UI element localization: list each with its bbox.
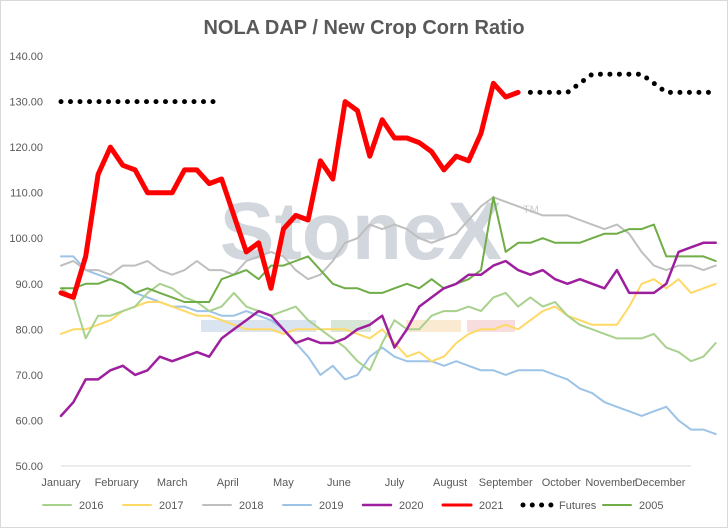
x-tick-label: June (327, 477, 351, 489)
series-line-2017 (60, 278, 717, 363)
axes: 50.00 60.00 70.00 80.00 90.00 100.00 110.00 120… (9, 51, 691, 489)
legend-label: 2019 (319, 500, 343, 512)
x-tick-label: April (217, 477, 239, 489)
legend-label: 2020 (399, 500, 423, 512)
legend-label: 2005 (639, 500, 663, 512)
legend-label: Futures (559, 500, 597, 512)
y-tick-label: 100.00 (9, 233, 43, 245)
x-tick-label: March (157, 477, 188, 489)
y-tick-label: 130.00 (9, 97, 43, 109)
legend-item-futures: Futures (520, 500, 597, 512)
x-tick-label: February (95, 477, 140, 489)
y-tick-label: 140.00 (9, 51, 43, 63)
x-tick-label: January (41, 477, 81, 489)
legend-item-2016: 2016 (42, 500, 103, 512)
y-tick-label: 90.00 (15, 279, 43, 291)
legend-item-2018: 2018 (202, 500, 263, 512)
y-tick-label: 110.00 (10, 188, 43, 200)
y-tick-label: 80.00 (15, 324, 43, 336)
legend-label: 2021 (479, 500, 503, 512)
legend-item-2021: 2021 (441, 500, 503, 512)
legend-item-2017: 2017 (122, 500, 183, 512)
series-line-2005 (60, 196, 717, 303)
watermark-logo: StoneX (220, 186, 502, 277)
y-tick-label: 120.00 (9, 142, 43, 154)
x-tick-label: September (479, 477, 533, 489)
legend: 2016 2017 2018 2019 2020 2021 Futures 2005 (42, 500, 663, 512)
series-line-2020 (59, 241, 717, 418)
x-tick-label: August (433, 477, 467, 489)
legend-label: 2017 (159, 500, 183, 512)
legend-item-2019: 2019 (282, 500, 343, 512)
chart-title: NOLA DAP / New Crop Corn Ratio (203, 17, 524, 39)
y-tick-label: 60.00 (15, 415, 43, 427)
legend-item-2005: 2005 (602, 500, 663, 512)
y-tick-label: 70.00 (15, 370, 43, 382)
x-tick-label: July (385, 477, 405, 489)
series-line-2018 (60, 196, 717, 281)
x-tick-label: October (542, 477, 581, 489)
x-tick-label: December (635, 477, 686, 489)
series-line-futures (527, 71, 719, 95)
legend-label: 2016 (79, 500, 103, 512)
legend-label: 2018 (239, 500, 263, 512)
y-tick-label: 50.00 (15, 461, 43, 473)
plot-area (58, 71, 719, 436)
legend-item-2020: 2020 (361, 500, 423, 512)
x-tick-label: November (585, 477, 636, 489)
series-line-2021 (58, 80, 521, 300)
x-tick-label: May (273, 477, 294, 489)
